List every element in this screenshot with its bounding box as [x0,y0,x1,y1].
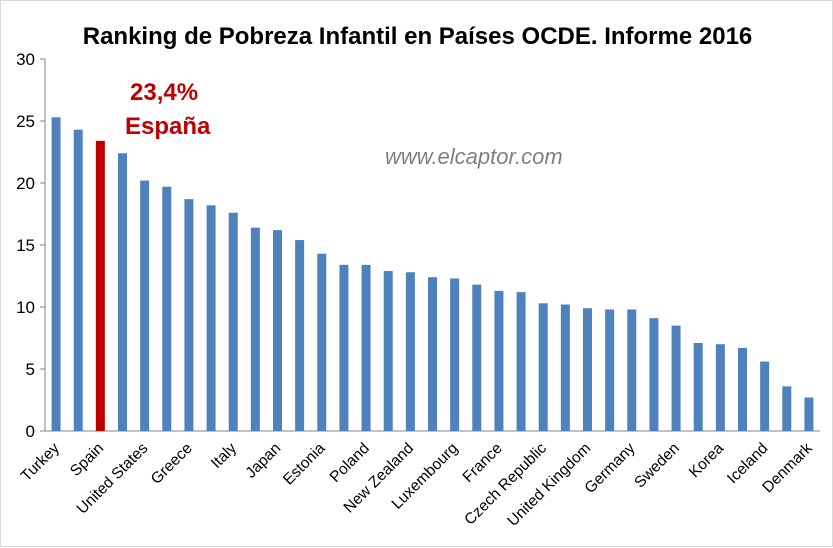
bar [494,290,504,431]
bar [516,292,526,431]
bar [118,153,127,432]
x-category-label: Japan [242,440,284,482]
y-tick-label: 10 [16,298,35,317]
bar [184,199,194,431]
x-category-label: Greece [148,440,196,488]
bar [804,397,814,431]
bar [295,240,305,431]
bar [73,129,83,431]
bar [472,284,482,431]
bar [317,253,327,431]
highlight-value-annotation: 23,4% [130,79,199,106]
x-category-label: Spain [67,440,107,480]
y-tick-label: 0 [26,422,35,441]
bar [162,186,172,431]
bar [51,117,61,431]
x-category-label: Italy [208,440,240,472]
bar [140,180,150,431]
bar [605,309,615,431]
x-category-label: Turkey [18,440,63,485]
bar [782,386,792,431]
bar [560,304,570,431]
bar [361,264,371,431]
y-tick-label: 20 [16,174,35,193]
bar [671,325,681,431]
watermark-text: www.elcaptor.com [385,144,563,169]
bar [583,308,592,431]
x-category-label: Sweden [631,440,683,492]
x-category-label: Korea [686,440,728,482]
y-tick-label: 5 [26,360,35,379]
bar [339,264,349,431]
bar [715,344,725,431]
y-tick-label: 30 [16,50,35,69]
bar [649,318,659,431]
bar [450,278,460,431]
highlight-name-annotation: España [125,113,211,140]
bar [627,309,637,431]
chart-title: Ranking de Pobreza Infantil en Países OC… [82,23,753,50]
bar [273,230,282,431]
bar [693,342,703,431]
bar [250,227,260,431]
bar [760,361,770,431]
y-tick-label: 25 [16,112,35,131]
x-category-label: Estonia [280,440,329,489]
bar [405,272,415,431]
bar [538,303,548,431]
bar [428,277,437,431]
bar [228,212,238,431]
bar [383,271,393,431]
bar-highlight [95,140,105,431]
y-tick-label: 15 [16,236,35,255]
bar [206,205,216,431]
bar [738,347,747,431]
